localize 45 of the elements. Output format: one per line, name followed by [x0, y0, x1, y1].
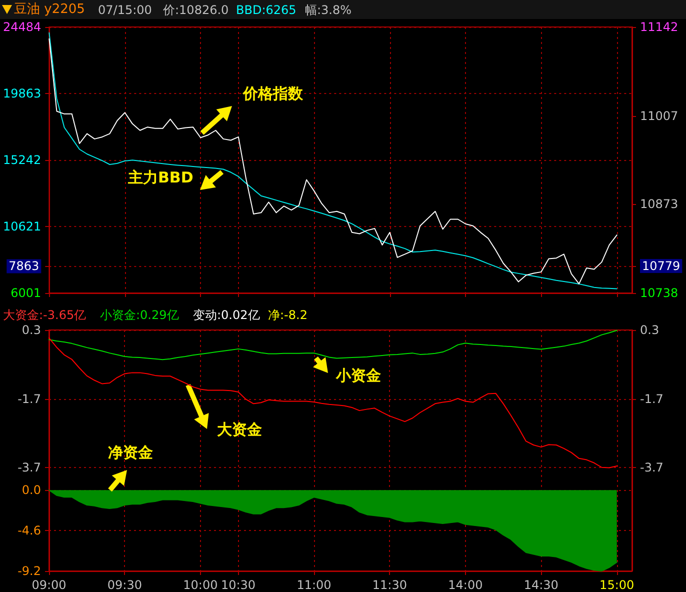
y-tick-label: 7863: [8, 259, 40, 274]
series-label: 净资金: [108, 444, 153, 462]
y2-tick-label: 10873: [640, 197, 678, 212]
y-tick-label: 0.3: [22, 323, 41, 337]
x-tick-label: 11:30: [372, 578, 408, 592]
text: 变动:0.02亿: [193, 308, 260, 322]
x-tick-label: 14:00: [448, 578, 483, 592]
y-tick-label: 6001: [10, 286, 42, 300]
text: 小资金:0.29亿: [100, 308, 179, 322]
y2-tick-label: -3.7: [640, 460, 664, 475]
series-label: 大资金: [217, 420, 262, 438]
y3-tick-label: -9.2: [18, 564, 41, 578]
x-tick-label: 14:30: [524, 578, 558, 592]
y2-tick-label: 11142: [640, 20, 678, 34]
x-tick-label: 09:30: [107, 578, 142, 592]
y-tick-label: -1.7: [18, 392, 41, 406]
y2-tick-label: 11007: [640, 108, 678, 123]
series-label: 小资金: [335, 366, 381, 384]
y-tick-label: 24484: [2, 20, 42, 34]
y2-tick-label: -1.7: [640, 392, 664, 406]
x-tick-label: 09:00: [32, 578, 66, 592]
x-tick-label: 11:00: [296, 578, 332, 592]
y3-tick-label: -4.6: [18, 524, 41, 538]
x-tick-label: 10:00: [183, 578, 218, 592]
y3-tick-label: 0.0: [22, 483, 41, 498]
text: 价格指数: [242, 84, 304, 102]
x-tick-label: 10:30: [220, 578, 256, 592]
y2-tick-label: 10779: [642, 259, 680, 274]
x-tick-label: 15:00: [600, 578, 634, 592]
line-series: [48, 337, 618, 468]
chart-title: 豆油 y2205: [14, 2, 85, 17]
text: 价:10826.0: [162, 3, 229, 17]
y-tick-label: -3.7: [18, 460, 41, 475]
text: 幅:3.8%: [305, 3, 352, 17]
series-label: 主力BBD: [127, 168, 194, 186]
line-series: [48, 330, 618, 360]
y2-tick-label: 10738: [640, 286, 678, 300]
y-tick-label: 19863: [2, 86, 42, 101]
y-tick-label: 15242: [2, 153, 42, 168]
text: BBD:6265: [236, 3, 296, 17]
text: 净:-8.2: [268, 308, 308, 322]
text: 07/15:00: [98, 3, 152, 17]
y-tick-label: 10621: [2, 220, 42, 234]
text: 大资金:-3.65亿: [3, 308, 86, 322]
y2-tick-label: 0.3: [640, 323, 660, 337]
